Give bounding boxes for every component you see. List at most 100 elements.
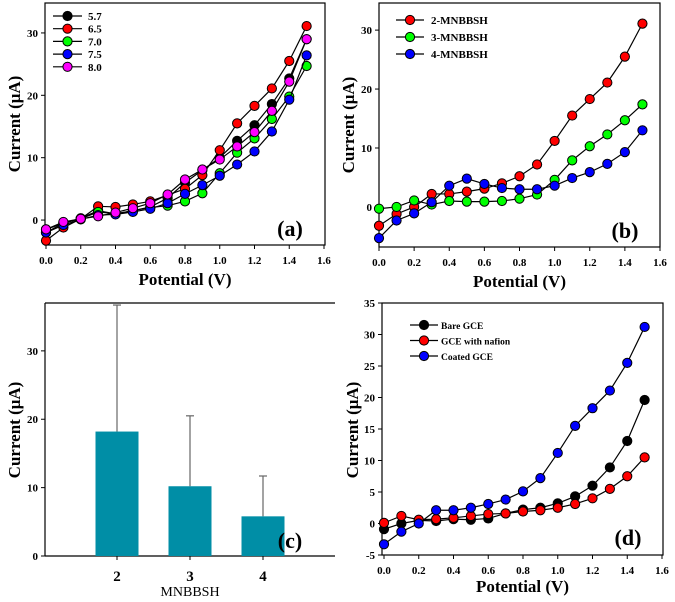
data-point (214, 154, 225, 165)
y-tick-label: 0 (33, 215, 39, 227)
x-tick-label: 3 (186, 569, 194, 585)
x-tick-label: 0.4 (109, 255, 123, 267)
data-point (373, 233, 385, 244)
series-line (378, 129, 643, 239)
legend-marker (418, 319, 430, 331)
data-point (179, 188, 191, 199)
series-line (45, 25, 308, 242)
y-tick-label: 20 (27, 90, 39, 102)
legend-marker (62, 36, 73, 47)
plot-frame (44, 2, 326, 246)
x-tick-label: 0.6 (478, 257, 492, 269)
legend-marker (62, 10, 73, 22)
data-point (604, 385, 615, 396)
data-point (373, 220, 385, 231)
data-point (479, 196, 490, 207)
plot-frame (378, 2, 661, 248)
data-point (622, 471, 633, 482)
data-point (110, 207, 121, 218)
data-point (604, 483, 615, 494)
data-point (232, 118, 243, 129)
x-axis-label: Potential (V) (138, 270, 231, 289)
data-point (639, 452, 650, 463)
series-7.5 (40, 50, 312, 238)
legend-label: Bare GCE (441, 322, 483, 332)
y-tick-label: 20 (361, 84, 373, 96)
y-tick-label: -5 (366, 550, 376, 562)
data-point (570, 498, 581, 510)
data-point (500, 508, 511, 519)
legend-marker (62, 49, 73, 60)
data-point (58, 216, 69, 228)
legend-label: 4-MNBBSH (431, 49, 488, 61)
data-point (232, 141, 243, 152)
data-point (479, 178, 490, 190)
panel-label: (b) (612, 218, 639, 243)
bar-3 (168, 486, 212, 556)
data-point (409, 208, 420, 219)
x-axis-label: Potential (V) (473, 272, 566, 291)
data-point (622, 357, 633, 368)
y-tick-label: 10 (364, 456, 376, 468)
y-tick-label: 35 (364, 298, 376, 310)
data-point (535, 473, 546, 484)
data-point (619, 147, 630, 158)
data-point (197, 164, 208, 175)
data-point (535, 505, 546, 516)
x-tick-label: 1.0 (548, 257, 562, 269)
x-tick-label: 1.6 (655, 565, 669, 577)
data-point (378, 517, 390, 528)
y-tick-label: 30 (361, 25, 373, 37)
data-point (549, 180, 560, 191)
series-line (383, 456, 646, 524)
x-tick-label: 0.8 (516, 565, 530, 577)
data-point (514, 171, 525, 182)
legend-marker (418, 350, 430, 362)
data-point (514, 184, 525, 195)
data-point (531, 159, 543, 170)
x-tick-label: 0.8 (513, 257, 527, 269)
data-point (378, 539, 390, 550)
data-point (249, 146, 260, 157)
x-tick-label: 0.6 (143, 255, 157, 267)
data-point (162, 189, 173, 200)
legend-label: 7.0 (88, 36, 102, 48)
panel-label: (a) (277, 216, 303, 241)
data-point (570, 420, 581, 431)
data-point (266, 83, 277, 94)
x-tick-label: 1.2 (248, 255, 262, 267)
legend-label: 6.5 (88, 24, 102, 36)
data-point (549, 135, 560, 147)
x-tick-label: 1.4 (618, 257, 632, 269)
panel-label: (d) (615, 525, 642, 550)
data-point (637, 125, 648, 136)
data-point (284, 55, 295, 67)
x-tick-label: 4 (259, 569, 267, 585)
data-point (127, 203, 138, 214)
data-point (496, 182, 508, 194)
data-point (301, 20, 312, 32)
y-tick-label: 20 (364, 393, 376, 405)
bar-2 (95, 431, 139, 556)
data-point (637, 99, 648, 110)
y-axis-label: Current (μA) (5, 382, 24, 479)
data-point (301, 50, 312, 61)
data-point (145, 198, 156, 209)
data-point (514, 193, 525, 204)
data-point (531, 184, 543, 195)
y-axis-label: Current (μA) (343, 382, 362, 479)
data-point (639, 321, 650, 333)
data-point (431, 513, 442, 525)
data-point (162, 198, 173, 209)
y-tick-label: 0 (33, 551, 39, 563)
legend-label: 5.7 (88, 11, 102, 23)
x-tick-label: 1.6 (653, 257, 667, 269)
y-tick-label: 10 (361, 143, 373, 155)
series-coated-gce (378, 321, 650, 550)
data-point (301, 34, 312, 45)
x-tick-label: 0.8 (178, 255, 192, 267)
data-point (602, 77, 613, 88)
data-point (567, 155, 578, 166)
series-3-mnbbsh (373, 99, 648, 214)
data-point (552, 502, 563, 513)
